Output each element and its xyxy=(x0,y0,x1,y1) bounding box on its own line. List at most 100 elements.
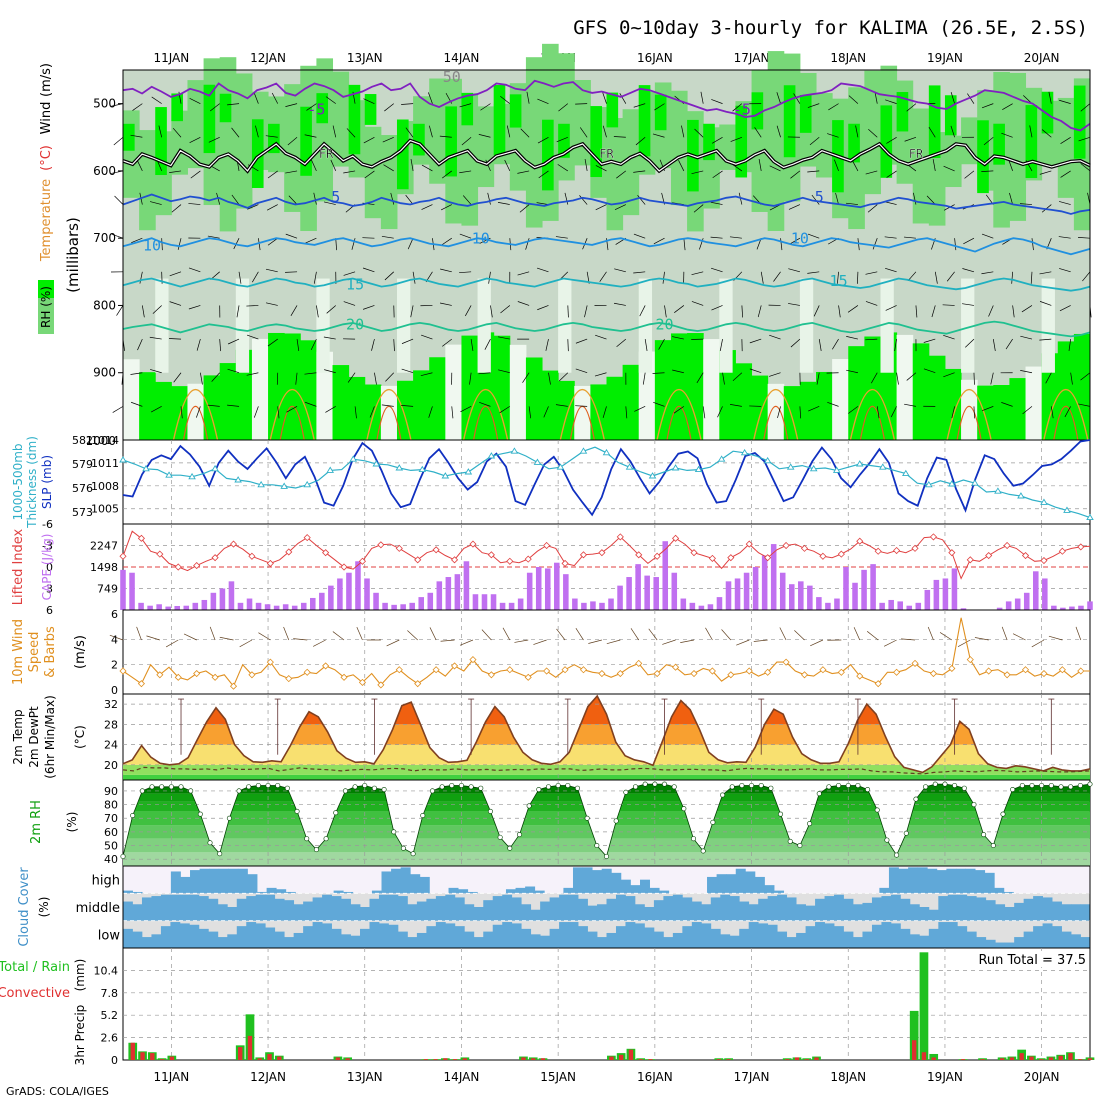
cloud-bar xyxy=(198,928,209,948)
cloud-bar xyxy=(615,894,626,921)
cloud-bar xyxy=(227,907,238,921)
wind-barb xyxy=(579,195,588,205)
wind-barb xyxy=(678,160,685,172)
wind-barb xyxy=(664,305,667,318)
rh-marker xyxy=(120,853,126,859)
cloud-bar xyxy=(578,926,588,948)
rh-band xyxy=(961,117,978,165)
wind-barb xyxy=(662,271,665,284)
wind-marker xyxy=(137,680,145,688)
wind-barb xyxy=(680,639,695,643)
cloud-bar xyxy=(890,894,901,921)
cloud-bar xyxy=(726,874,737,894)
wind-barb xyxy=(613,136,626,138)
axis-label: (millibars) xyxy=(64,217,82,293)
wind-barb xyxy=(648,628,658,641)
wind-barb xyxy=(896,372,899,385)
cloud-bar xyxy=(917,867,928,894)
wind-barb xyxy=(639,305,646,317)
cloud-bar xyxy=(274,898,285,921)
wind-barb xyxy=(499,406,510,414)
cloud-bar xyxy=(862,902,873,921)
wind-barb xyxy=(227,368,240,374)
wind-barb xyxy=(343,271,356,276)
wind-barb xyxy=(506,125,511,138)
wind-barb xyxy=(807,170,820,173)
wind-barb xyxy=(818,339,822,351)
y-tick-label: 600 xyxy=(93,164,116,178)
wind-barb xyxy=(323,201,336,205)
cape-bar xyxy=(463,561,470,610)
y-tick-label-left: 3 xyxy=(46,583,53,596)
rh-band xyxy=(928,355,946,440)
thickness-marker xyxy=(925,480,933,488)
cloud-bar xyxy=(217,904,228,921)
rh-marker xyxy=(952,782,958,788)
isotherm-label: 10 xyxy=(791,230,809,248)
wind-barb xyxy=(211,372,220,382)
rh-marker xyxy=(236,788,242,794)
wind-marker xyxy=(524,673,532,681)
convective-bar xyxy=(1078,1059,1083,1060)
wind-barb xyxy=(407,238,414,250)
cape-bar xyxy=(264,604,271,610)
wind-barb xyxy=(500,305,511,314)
axis-label: CAPE (J/kg) xyxy=(40,534,54,601)
wind-barb xyxy=(470,339,474,352)
cloud-bar xyxy=(331,928,342,948)
wind-barb xyxy=(780,238,783,251)
wind-barb xyxy=(304,134,317,138)
cape-bar xyxy=(382,602,388,610)
wind-barb xyxy=(816,372,820,385)
cloud-bar xyxy=(464,931,475,948)
convective-bar xyxy=(140,1052,145,1060)
wind-barb xyxy=(616,170,627,179)
wind-barb xyxy=(712,170,723,179)
wind-marker xyxy=(229,682,238,690)
wind-barb xyxy=(983,137,994,146)
thickness-marker xyxy=(1040,498,1048,505)
cape-bar xyxy=(1087,601,1093,610)
wind-barb xyxy=(630,628,640,641)
wind-barb xyxy=(362,267,375,273)
thickness-marker xyxy=(602,448,611,456)
wind-barb xyxy=(1068,339,1072,352)
cape-bar xyxy=(1069,606,1075,610)
wind-marker xyxy=(450,662,459,670)
cloud-bar xyxy=(276,889,287,894)
rh-marker xyxy=(255,782,261,788)
li-marker xyxy=(1058,547,1066,555)
wind-barb xyxy=(325,406,336,413)
wind-barb xyxy=(1039,338,1052,341)
cloud-bar xyxy=(397,931,408,948)
wind-barb xyxy=(1048,635,1063,641)
wind-barb xyxy=(439,302,452,306)
cloud-bar xyxy=(955,868,966,894)
rh-marker xyxy=(662,781,668,787)
wind-barb xyxy=(691,301,704,306)
wind-barb xyxy=(208,136,220,143)
wind-barb xyxy=(1059,305,1071,312)
axis-label: (°C) xyxy=(39,145,54,171)
cloud-bar xyxy=(236,926,247,948)
wind-barb xyxy=(575,368,588,374)
rh-marker xyxy=(913,796,919,802)
cape-bar xyxy=(743,572,750,610)
rh-marker xyxy=(855,782,861,788)
cloud-bar xyxy=(350,935,361,948)
rh-marker xyxy=(971,802,977,808)
axis-label: RH (%) xyxy=(39,286,53,328)
cape-bar xyxy=(689,602,696,610)
cloud-bar xyxy=(521,904,532,921)
isotherm-label: FR xyxy=(909,147,924,161)
cloud-bar xyxy=(908,867,919,894)
wind-barb xyxy=(428,92,433,104)
wind-barb xyxy=(313,192,317,205)
li-marker xyxy=(653,552,661,560)
rh-band xyxy=(123,359,140,440)
wind-barb xyxy=(729,236,742,239)
wind-barb xyxy=(838,305,841,318)
wind-barb xyxy=(522,372,530,383)
wind-barb xyxy=(1029,125,1033,138)
